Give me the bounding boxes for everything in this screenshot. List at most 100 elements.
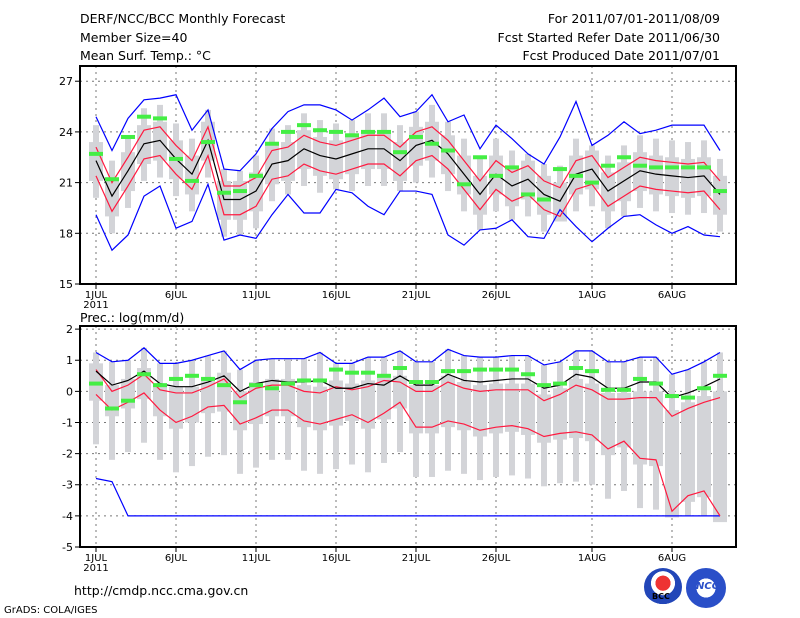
spread-box <box>185 386 199 423</box>
grads-credit: GrADS: COLA/IGES <box>4 605 98 616</box>
y-tick-label: 1 <box>66 354 73 367</box>
spread-box <box>281 378 295 417</box>
observed-marker <box>697 165 711 170</box>
observed-marker <box>505 367 519 372</box>
spread-box <box>249 382 263 425</box>
spread-box <box>297 130 311 170</box>
spread-box <box>329 140 343 180</box>
spread-box <box>505 167 519 207</box>
spread-box <box>649 155 663 195</box>
y-tick-label: -5 <box>62 541 73 554</box>
observed-marker <box>313 128 327 133</box>
x-tick-label: 1JUL <box>85 290 108 301</box>
observed-marker <box>169 156 183 161</box>
observed-marker <box>313 378 327 383</box>
observed-marker <box>137 372 151 377</box>
spread-box <box>313 136 327 176</box>
y-tick-label: -3 <box>62 479 73 492</box>
spread-box <box>169 386 183 429</box>
observed-marker <box>537 197 551 202</box>
observed-marker <box>105 406 119 411</box>
ensemble-mean-line <box>95 370 721 399</box>
observed-marker <box>569 366 583 371</box>
observed-marker <box>361 129 375 134</box>
spread-box <box>473 385 487 437</box>
observed-marker <box>217 190 231 195</box>
spread-box <box>505 383 519 432</box>
spread-box <box>201 380 215 414</box>
observed-marker <box>617 387 631 392</box>
y-tick-label: 2 <box>66 323 73 336</box>
spread-box <box>665 410 679 518</box>
spread-box <box>425 121 439 161</box>
observed-marker <box>585 180 599 185</box>
observed-marker <box>233 189 247 194</box>
observed-marker <box>617 155 631 160</box>
observed-marker <box>265 386 279 391</box>
observed-marker <box>473 367 487 372</box>
observed-marker <box>665 394 679 399</box>
observed-marker <box>345 370 359 375</box>
y-tick-label: 21 <box>59 177 73 190</box>
spread-box <box>185 155 199 195</box>
spread-box <box>361 380 375 429</box>
variable-label: Mean Surf. Temp.: °C <box>80 48 211 63</box>
spread-box <box>537 394 551 443</box>
spread-box <box>633 152 647 192</box>
observed-marker <box>169 376 183 381</box>
x-tick-label: 21JUL <box>402 290 431 301</box>
observed-marker <box>553 381 567 386</box>
bcc-logo: BCC <box>644 568 682 606</box>
observed-marker <box>681 395 695 400</box>
observed-marker <box>537 383 551 388</box>
min-line <box>95 477 720 517</box>
bcc-logo-text: BCC <box>652 592 670 601</box>
observed-marker <box>553 167 567 172</box>
observed-marker <box>281 129 295 134</box>
spread-box <box>553 182 567 222</box>
x-tick-label: 1JUL <box>85 553 108 564</box>
observed-marker <box>489 173 503 178</box>
spread-box <box>633 391 647 465</box>
spread-box <box>457 382 471 431</box>
spread-box <box>217 180 231 220</box>
y-tick-label: 15 <box>59 278 73 291</box>
observed-marker <box>297 378 311 383</box>
spread-box <box>585 383 599 442</box>
observed-marker <box>713 189 727 194</box>
observed-marker <box>393 366 407 371</box>
observed-marker <box>121 134 135 139</box>
observed-marker <box>601 163 615 168</box>
observed-marker <box>681 165 695 170</box>
observed-marker <box>361 370 375 375</box>
spread-box <box>361 130 375 170</box>
spread-box <box>521 383 535 435</box>
spread-box <box>249 172 263 212</box>
plot-frame <box>79 325 737 548</box>
observed-marker <box>665 165 679 170</box>
spread-box <box>649 391 663 467</box>
x-tick-label: 26JUL <box>482 290 511 301</box>
spread-box <box>345 383 359 421</box>
spread-box <box>617 162 631 202</box>
spread-box <box>697 396 711 498</box>
spread-box <box>601 392 615 456</box>
x-tick-label: 11JUL <box>242 290 271 301</box>
observed-marker <box>201 376 215 381</box>
observed-marker <box>633 163 647 168</box>
forecast-period: For 2011/07/01-2011/08/09 <box>547 11 720 26</box>
observed-marker <box>105 177 119 182</box>
lower-spread-line <box>95 153 721 218</box>
x-tick-label: 16JUL <box>322 553 351 564</box>
observed-marker <box>265 141 279 146</box>
plot-frame <box>79 65 737 285</box>
member-size: Member Size=40 <box>80 30 188 45</box>
ncc-logo-text: NCC <box>696 581 720 592</box>
x-tick-label: 6JUL <box>165 290 188 301</box>
observed-marker <box>153 116 167 121</box>
observed-marker <box>409 380 423 385</box>
observed-marker <box>89 381 103 386</box>
observed-marker <box>233 400 247 405</box>
observed-marker <box>153 383 167 388</box>
